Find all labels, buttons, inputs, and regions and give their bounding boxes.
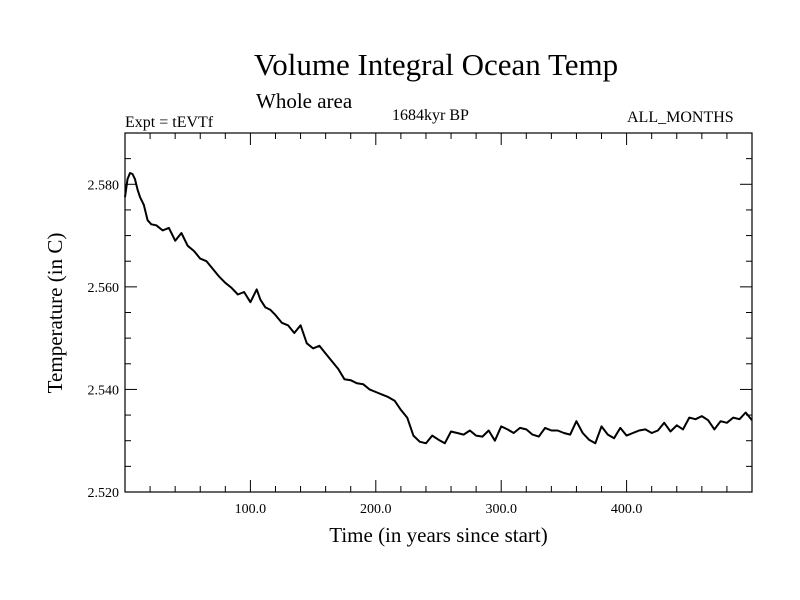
months-label: ALL_MONTHS [627,109,734,126]
y-axis-label: Temperature (in C) [43,233,67,394]
experiment-label: Expt = tEVTf [125,114,214,131]
axis-ticks [125,133,752,492]
chart-subtitle: Whole area [256,89,353,113]
y-tick-label: 2.520 [88,486,120,501]
y-tick-label: 2.580 [88,178,120,193]
x-tick-label: 300.0 [485,502,517,517]
y-tick-label: 2.540 [88,383,120,398]
temperature-series-line [124,172,753,445]
y-tick-label: 2.560 [88,281,120,296]
chart-title: Volume Integral Ocean Temp [253,47,619,82]
x-tick-label: 400.0 [611,502,643,517]
axis-tick-labels: 100.0 200.0 300.0 400.0 2.520 2.540 2.560 2.580 [88,178,643,517]
x-tick-label: 200.0 [360,502,392,517]
x-axis-label: Time (in years since start) [329,523,548,547]
period-label: 1684kyr BP [392,107,469,124]
x-tick-label: 100.0 [235,502,267,517]
plot-frame [124,132,753,493]
